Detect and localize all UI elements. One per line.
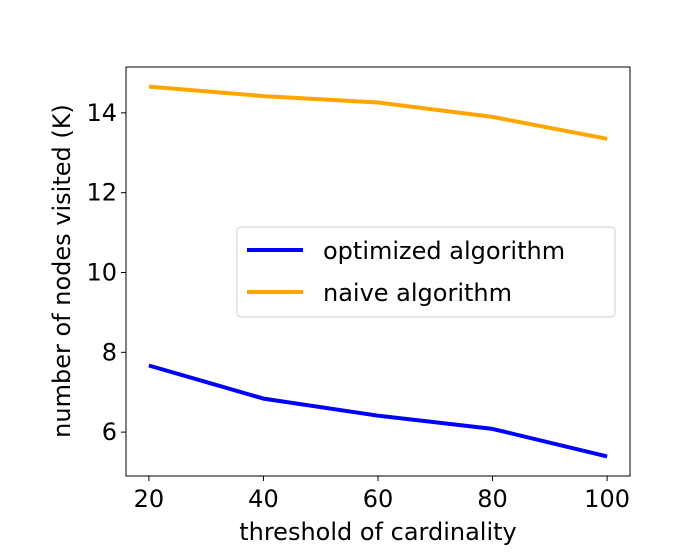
plot-layer — [148, 84, 608, 459]
x-tick-label: 100 — [584, 485, 630, 513]
y-tick-label: 10 — [86, 258, 117, 286]
x-tick-label: 40 — [248, 485, 279, 513]
x-tick-label: 60 — [363, 485, 394, 513]
y-tick-label: 6 — [102, 418, 117, 446]
series-line-0 — [148, 363, 608, 459]
legend-label-naive: naive algorithm — [323, 279, 512, 307]
legend: optimized algorithm naive algorithm — [236, 226, 616, 318]
x-tick-label: 20 — [134, 485, 165, 513]
x-tick-label: 80 — [477, 485, 508, 513]
y-tick-label: 12 — [86, 179, 117, 207]
x-axis-label: threshold of cardinality — [239, 518, 517, 546]
legend-box — [236, 226, 616, 318]
y-tick-label: 8 — [102, 338, 117, 366]
series-line-1 — [148, 84, 608, 141]
y-axis-label: number of nodes visited (K) — [48, 104, 76, 438]
y-axis-ticks: 6 8 10 12 14 — [86, 99, 126, 446]
legend-label-optimized: optimized algorithm — [323, 237, 565, 265]
y-tick-label: 14 — [86, 99, 117, 127]
x-axis-ticks: 20 40 60 80 100 — [134, 476, 630, 513]
